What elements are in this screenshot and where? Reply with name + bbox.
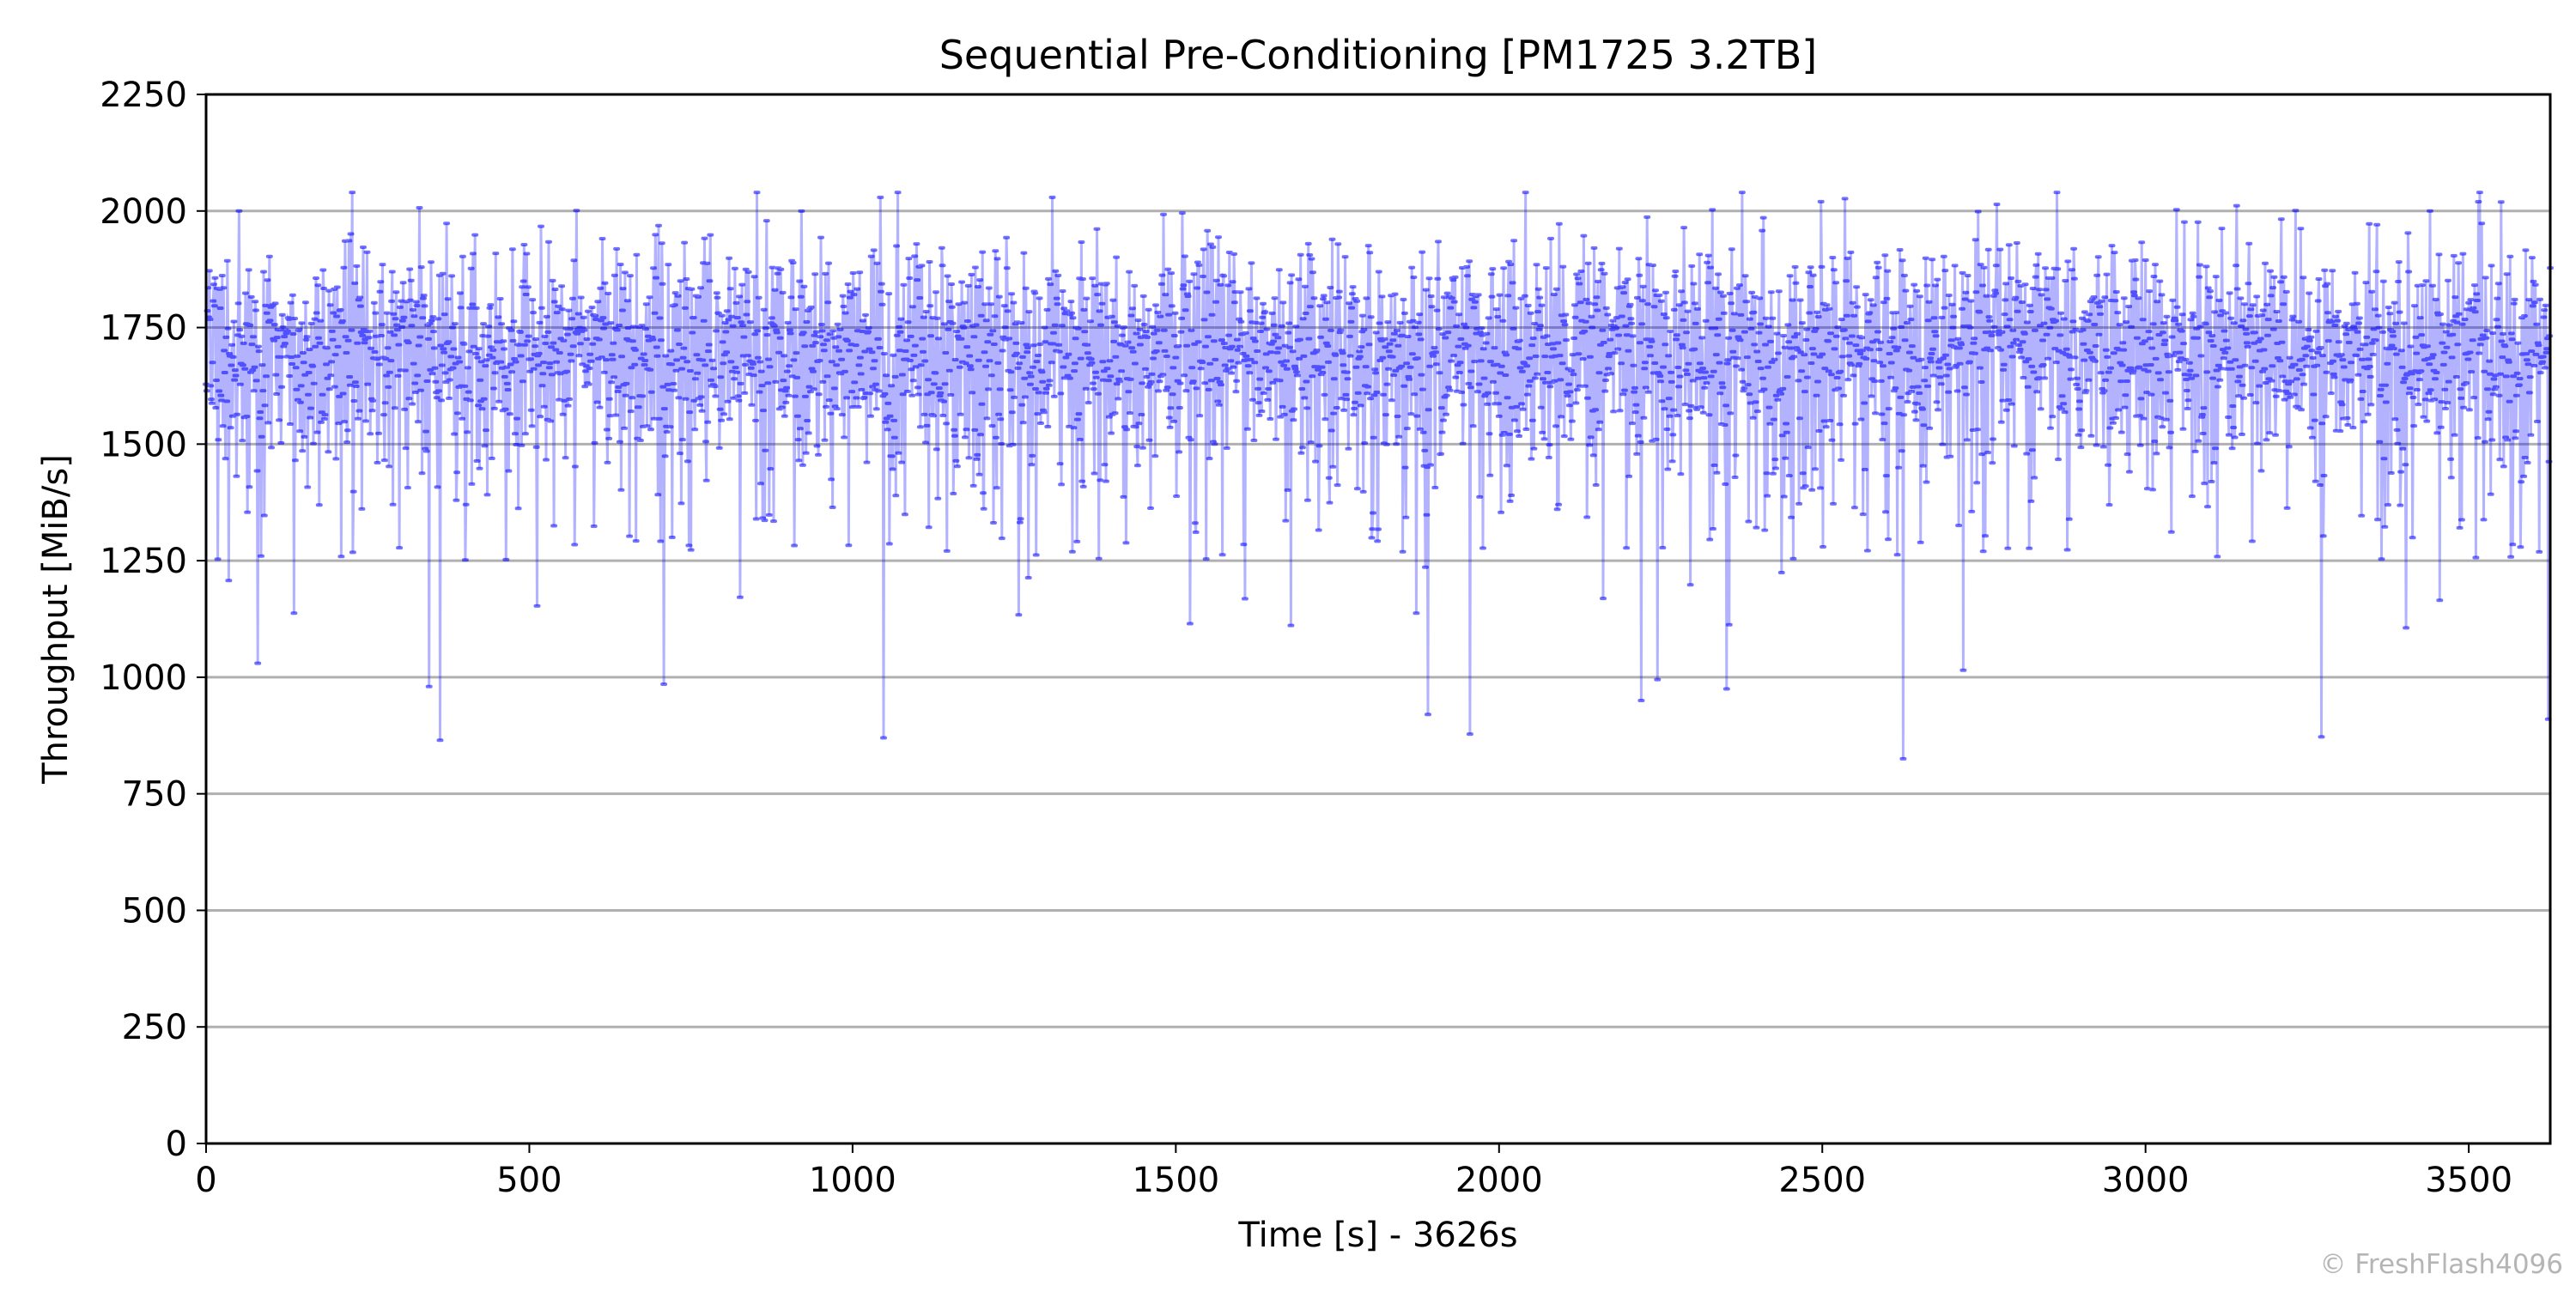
y-tick-label: 1250 — [100, 542, 187, 581]
x-tick-label: 0 — [195, 1161, 216, 1200]
y-tick-label: 0 — [166, 1125, 187, 1164]
y-tick-label: 500 — [122, 891, 187, 931]
x-axis-label: Time [s] - 3626s — [1237, 1216, 1517, 1255]
chart-title: Sequential Pre-Conditioning [PM1725 3.2T… — [939, 32, 1818, 78]
credit-text: © FreshFlash4096 — [2320, 1249, 2564, 1280]
x-tick-label: 1500 — [1132, 1161, 1219, 1200]
y-tick-label: 2000 — [100, 192, 187, 232]
y-tick-label: 1500 — [100, 425, 187, 464]
x-tick-label: 3500 — [2425, 1161, 2512, 1200]
y-axis-label: Throughput [MiB/s] — [36, 454, 76, 785]
axis-ticks: 0 250 500 750 1000 1250 1500 1750 2000 2250 0 500 10… — [100, 76, 2512, 1200]
plot-frame — [204, 93, 2552, 1145]
y-tick-label: 750 — [122, 775, 187, 815]
x-tick-label: 2000 — [1455, 1161, 1543, 1200]
y-tick-label: 1000 — [100, 658, 187, 698]
x-tick-label: 1000 — [809, 1161, 896, 1200]
x-tick-label: 3000 — [2102, 1161, 2190, 1200]
x-tick-label: 500 — [496, 1161, 562, 1200]
y-tick-label: 1750 — [100, 309, 187, 349]
y-tick-label: 250 — [122, 1008, 187, 1047]
y-tick-label: 2250 — [100, 76, 187, 115]
x-tick-label: 2500 — [1778, 1161, 1866, 1200]
